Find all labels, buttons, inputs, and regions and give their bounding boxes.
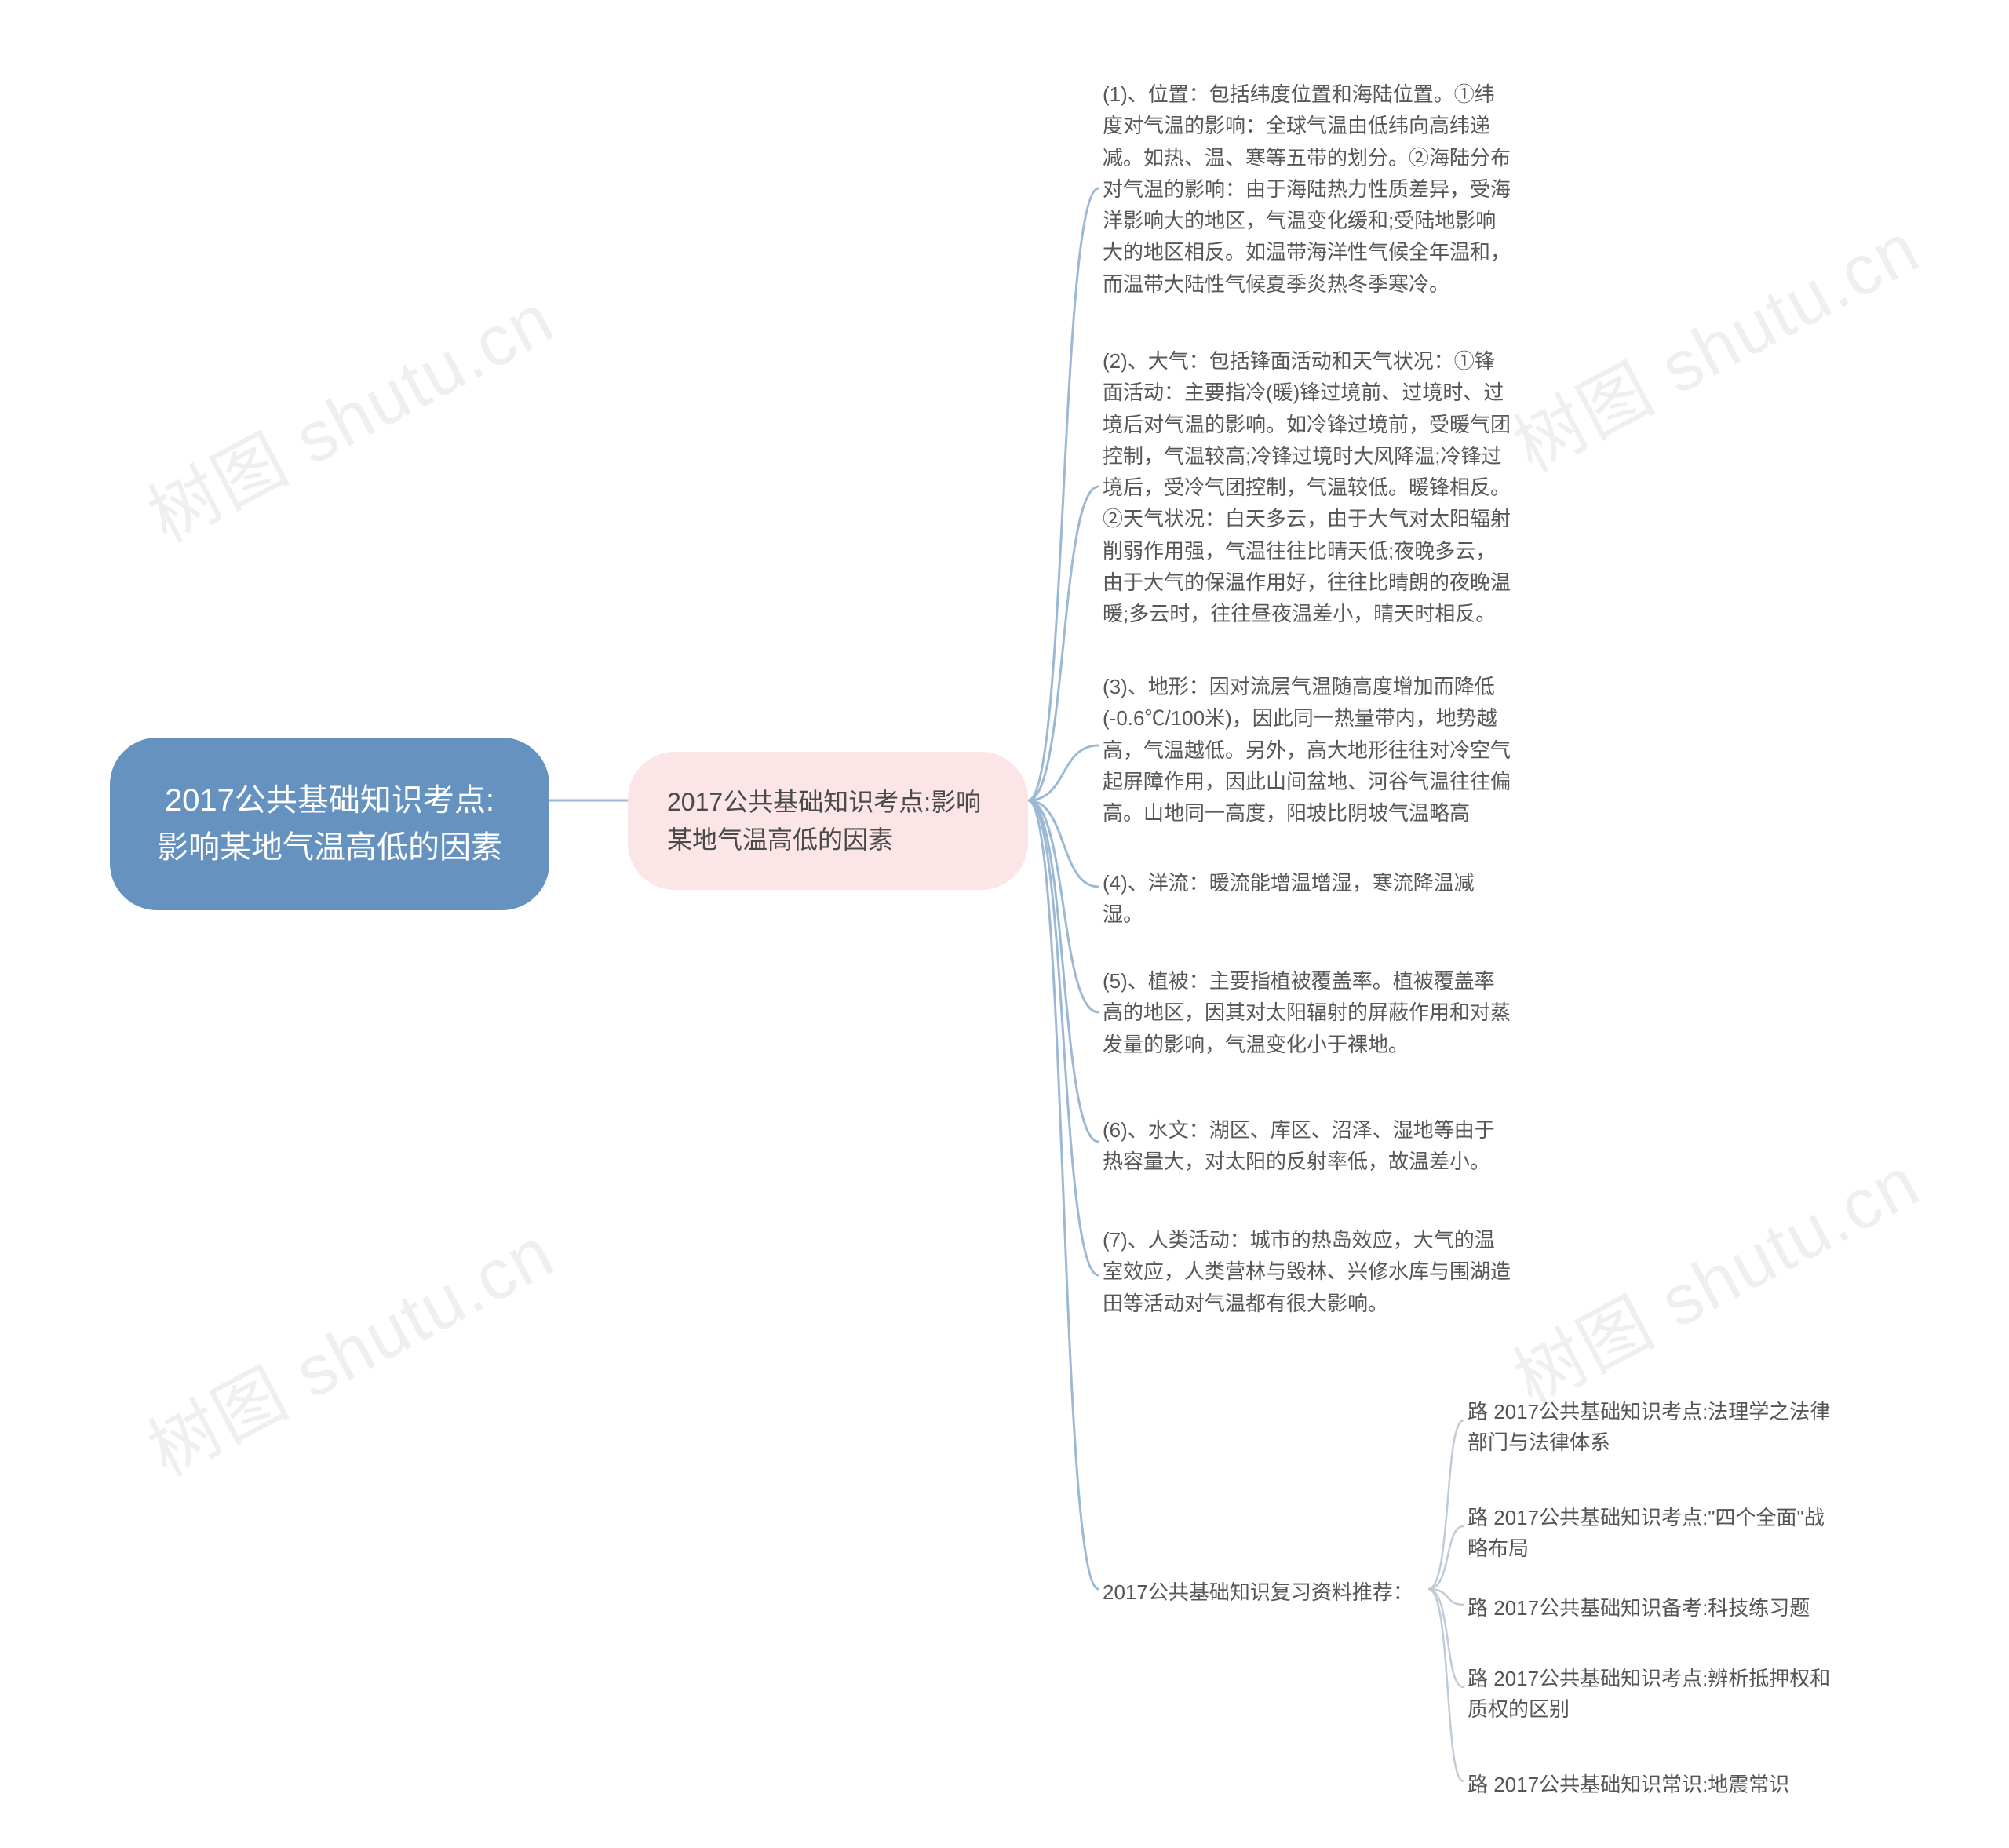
recommend-item[interactable]: 路 2017公共基础知识常识:地震常识 [1468, 1770, 1844, 1800]
mindmap-leaf[interactable]: (3)、地形：因对流层气温随高度增加而降低(-0.6℃/100米)，因此同一热量… [1103, 671, 1511, 829]
watermark: 树图 shutu.cn [1493, 1125, 1934, 1424]
mindmap-connectors [0, 0, 2009, 1848]
mindmap-leaf[interactable]: (1)、位置：包括纬度位置和海陆位置。①纬度对气温的影响：全球气温由低纬向高纬递… [1103, 78, 1511, 300]
mindmap-leaf[interactable]: (6)、水文：湖区、库区、沼泽、湿地等由于热容量大，对太阳的反射率低，故温差小。 [1103, 1114, 1511, 1178]
mindmap-mid-node[interactable]: 2017公共基础知识考点:影响某地气温高低的因素 [628, 752, 1028, 890]
mindmap-leaf[interactable]: (4)、洋流：暖流能增温增湿，寒流降温减湿。 [1103, 867, 1511, 931]
recommend-item[interactable]: 路 2017公共基础知识考点:辨析抵押权和质权的区别 [1468, 1664, 1844, 1725]
watermark: 树图 shutu.cn [1493, 191, 1934, 490]
watermark: 树图 shutu.cn [128, 1196, 569, 1495]
mindmap-root-node[interactable]: 2017公共基础知识考点:影响某地气温高低的因素 [110, 738, 549, 910]
recommend-item[interactable]: 路 2017公共基础知识考点:"四个全面"战略布局 [1468, 1503, 1844, 1564]
mindmap-leaf[interactable]: (2)、大气：包括锋面活动和天气状况：①锋面活动：主要指冷(暖)锋过境前、过境时… [1103, 345, 1511, 630]
mindmap-leaf[interactable]: (5)、植被：主要指植被覆盖率。植被覆盖率高的地区，因其对太阳辐射的屏蔽作用和对… [1103, 965, 1511, 1060]
recommend-label: 2017公共基础知识复习资料推荐： [1103, 1577, 1413, 1608]
recommend-item[interactable]: 路 2017公共基础知识考点:法理学之法律部门与法律体系 [1468, 1397, 1844, 1458]
recommend-item[interactable]: 路 2017公共基础知识备考:科技练习题 [1468, 1593, 1844, 1624]
watermark: 树图 shutu.cn [128, 262, 569, 561]
mindmap-leaf[interactable]: (7)、人类活动：城市的热岛效应，大气的温室效应，人类营林与毁林、兴修水库与围湖… [1103, 1224, 1511, 1319]
